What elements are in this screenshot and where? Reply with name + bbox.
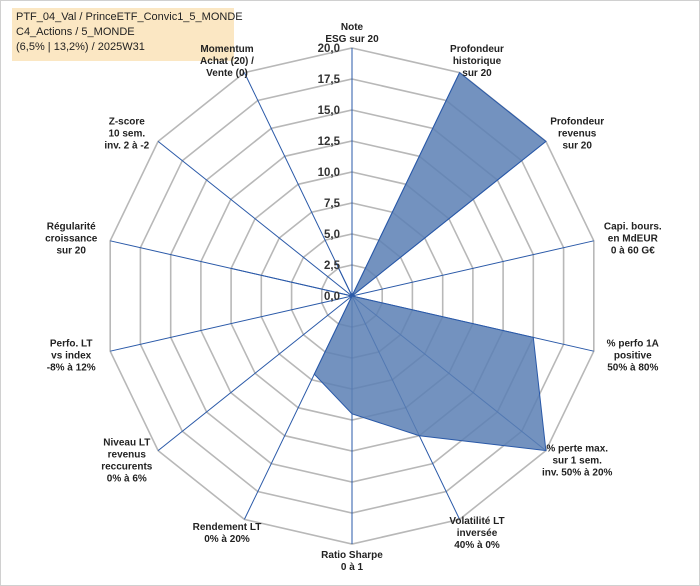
axis-label-line: vs index	[51, 350, 91, 361]
tick-label: 12,5	[318, 136, 341, 148]
axis-label-line: sur 1 sem.	[552, 455, 602, 466]
axis-label-line: -8% à 12%	[47, 362, 96, 373]
axis-label-line: 50% à 80%	[607, 362, 658, 373]
title-line-3: (6,5% | 13,2%) / 2025W31	[16, 41, 145, 53]
axis-label-line: Profondeur	[550, 117, 604, 128]
axis-label: Profondeur historique sur 20	[450, 44, 504, 79]
series-area	[230, 71, 547, 452]
axis-label-line: Rendement LT	[193, 522, 262, 533]
radar-series	[230, 71, 547, 452]
axis-label-line: positive	[614, 350, 652, 361]
axis-label: % perfo 1A positive 50% à 80%	[607, 338, 659, 373]
axis-label-line: reccurents	[101, 461, 153, 472]
tick-label: 15,0	[318, 105, 340, 117]
axis-label-line: Ratio Sharpe	[321, 550, 383, 561]
axis-label: Profondeur revenus sur 20	[550, 117, 604, 152]
axis-spoke	[243, 72, 353, 297]
axis-label: Capi. bours. en MdEUR 0 à 60 G€	[604, 222, 662, 257]
axis-label: Perfo. LT vs index -8% à 12%	[47, 338, 96, 373]
tick-label: 5,0	[324, 229, 340, 241]
axis-label-line: Niveau LT	[103, 437, 150, 448]
axis-label-line: Vente (0)	[206, 68, 248, 79]
axis-label-line: inv. 50% à 20%	[542, 467, 613, 478]
axis-label-line: % perfo 1A	[607, 338, 659, 349]
axis-label-line: croissance	[45, 234, 98, 245]
title-line-1: PTF_04_Val / PrinceETF_Convic1_5_MONDE	[16, 11, 243, 23]
axis-spoke	[110, 295, 353, 352]
axis-label-line: Régularité	[47, 222, 96, 233]
chart-title-box: PTF_04_Val / PrinceETF_Convic1_5_MONDE C…	[12, 8, 243, 61]
axis-label: % perte max. sur 1 sem. inv. 50% à 20%	[542, 443, 613, 478]
axis-label: Note ESG sur 20	[325, 22, 379, 45]
tick-label: 0,0	[324, 291, 340, 303]
axis-label-line: Z-score	[109, 117, 146, 128]
axis-label-line: ESG sur 20	[325, 34, 379, 45]
axis-label-line: inversée	[457, 528, 498, 539]
radial-tick-labels: 0,0 2,5 5,0 7,5 10,0 12,5 15,0 17,5 20,0	[318, 43, 341, 303]
axis-label: Rendement LT 0% à 20%	[193, 522, 262, 545]
axis-label-line: Achat (20) /	[200, 56, 254, 67]
axis-label-line: % perte max.	[546, 443, 608, 454]
axis-label: Momentum Achat (20) / Vente (0)	[200, 44, 254, 79]
axis-label-line: 40% à 0%	[454, 540, 500, 551]
axis-label-line: 10 sem.	[108, 129, 145, 140]
axis-label-line: Perfo. LT	[50, 338, 93, 349]
axis-spoke	[351, 240, 594, 297]
axis-label-line: sur 20	[562, 141, 592, 152]
axis-label-line: revenus	[558, 129, 597, 140]
tick-label: 10,0	[318, 167, 340, 179]
axis-label-line: 0% à 6%	[107, 473, 147, 484]
axis-label: Niveau LT revenus reccurents 0% à 6%	[101, 437, 153, 484]
axis-label-line: 0 à 1	[341, 562, 364, 573]
axis-label: Régularité croissance sur 20	[45, 222, 98, 257]
axis-label-line: revenus	[108, 449, 147, 460]
axis-label-line: en MdEUR	[608, 234, 659, 245]
axis-label-line: historique	[453, 56, 502, 67]
axis-label-line: sur 20	[462, 68, 492, 79]
axis-label-line: Capi. bours.	[604, 222, 662, 233]
tick-label: 20,0	[318, 43, 340, 55]
axis-label-line: sur 20	[56, 246, 86, 257]
axis-label-line: 0% à 20%	[204, 534, 250, 545]
tick-label: 7,5	[324, 198, 341, 210]
axis-spoke	[157, 295, 353, 451]
axis-label-line: inv. 2 à -2	[104, 141, 149, 152]
axis-label-line: Volatilité LT	[449, 516, 504, 527]
axis-label: Ratio Sharpe 0 à 1	[321, 550, 383, 573]
axis-label-line: Momentum	[200, 44, 253, 55]
axis-label-line: Note	[341, 22, 364, 33]
axis-label: Z-score 10 sem. inv. 2 à -2	[104, 117, 149, 152]
axis-spoke	[157, 141, 353, 297]
tick-label: 2,5	[324, 260, 341, 272]
axis-label-line: Profondeur	[450, 44, 504, 55]
axis-label: Volatilité LT inversée 40% à 0%	[449, 516, 504, 551]
title-line-2: C4_Actions / 5_MONDE	[16, 26, 135, 38]
tick-label: 17,5	[318, 74, 341, 86]
axis-label-line: 0 à 60 G€	[611, 246, 655, 257]
